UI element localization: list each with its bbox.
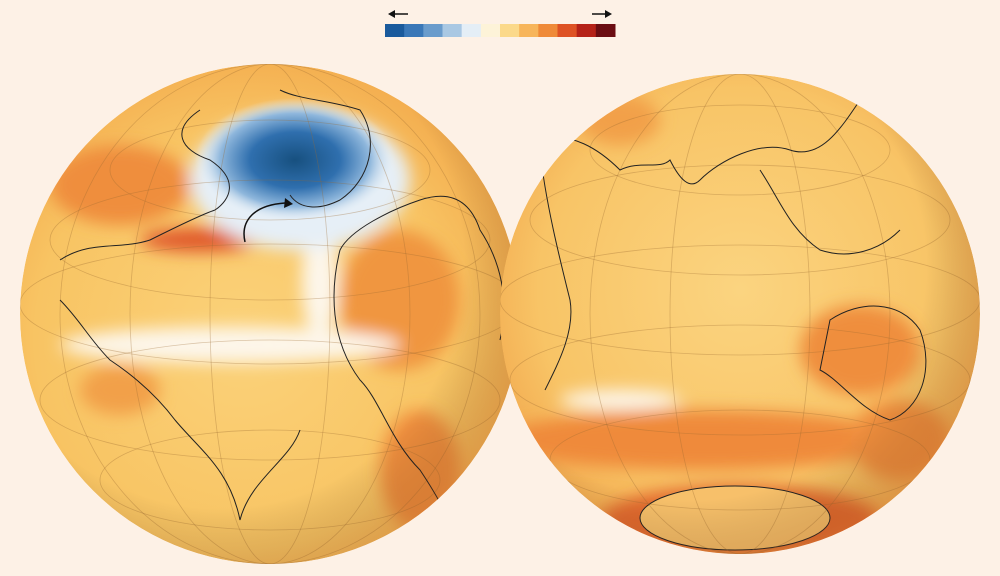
colorbar-swatch: [500, 24, 520, 37]
colorbar-swatch: [423, 24, 443, 37]
flow-arrow-head: [284, 198, 293, 208]
colorbar-swatch: [519, 24, 539, 37]
colorbar-swatch: [538, 24, 558, 37]
flow-arrow: [243, 202, 286, 243]
right-globe: [500, 74, 980, 554]
colorbar-swatch: [404, 24, 424, 37]
colorbar: [385, 24, 616, 37]
colorbar-arrows: [388, 10, 612, 18]
colorbar-swatch: [595, 24, 616, 37]
colorbar-swatch: [557, 24, 578, 37]
colorbar-swatch: [385, 24, 405, 37]
colorbar-swatch: [442, 24, 463, 37]
colorbar-swatch: [480, 24, 501, 37]
left-globe: [20, 64, 520, 564]
colorbar-swatch: [461, 24, 482, 37]
colorbar-swatch: [576, 24, 597, 37]
